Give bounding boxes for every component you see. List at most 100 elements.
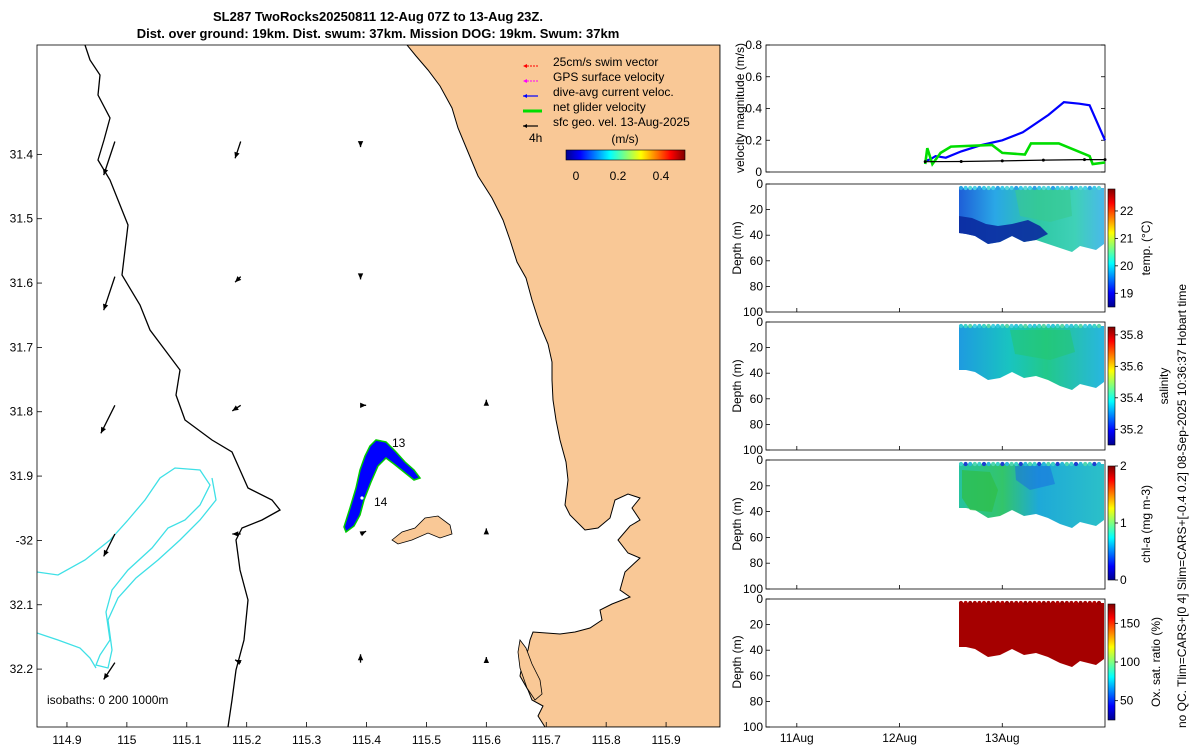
colorbar-tick-label: 35.4 <box>1120 391 1144 405</box>
temp-ylabel: Depth (m) <box>730 221 744 274</box>
isobath-200m <box>37 467 217 669</box>
depth-tick-label: 60 <box>750 669 764 683</box>
colorbar-tick-label: 100 <box>1120 655 1140 669</box>
surface-dot <box>1064 461 1069 467</box>
legend-item-gps: GPS surface velocity <box>523 70 664 84</box>
colorbar-tick-label: 0 <box>1120 573 1127 587</box>
legend-item-swim: 25cm/s swim vector <box>523 55 658 69</box>
depth-tick-label: 0 <box>756 453 763 467</box>
surface-dot <box>1018 461 1023 467</box>
surface-dot <box>991 461 996 467</box>
surface-dot <box>972 600 977 606</box>
surface-dot <box>1096 461 1102 467</box>
colorbar-tick-label: 50 <box>1120 694 1134 708</box>
surface-dot <box>977 600 982 606</box>
surface-dot <box>1092 600 1097 606</box>
surface-dot <box>1092 185 1097 191</box>
glider-track <box>343 439 422 534</box>
surface-dot <box>1004 600 1010 606</box>
temp-axes: 0 20 40 60 80 100 19 20 21 22 <box>743 177 1134 319</box>
colorbar-tick-label: 2 <box>1120 459 1127 473</box>
surface-dot <box>1041 461 1046 467</box>
surface-dot <box>1041 600 1046 606</box>
colorbar-tick-04: 0.4 <box>653 169 670 183</box>
colorbar-tick-label: 21 <box>1120 231 1134 245</box>
surface-dot <box>1018 185 1023 191</box>
surface-dot <box>1060 461 1065 467</box>
surface-dot <box>1027 461 1033 467</box>
map-y-tick-label: 32.2 <box>10 662 34 676</box>
surface-dot <box>1069 323 1074 329</box>
surface-dot <box>1087 323 1092 329</box>
current-arrow-head <box>103 549 109 557</box>
map-x-tick-label: 115.3 <box>292 733 321 747</box>
surface-dot <box>1000 185 1005 191</box>
surface-dot <box>1060 600 1065 606</box>
depth-tick-label: 40 <box>750 366 764 380</box>
surface-dot <box>1027 600 1033 606</box>
chl-section <box>959 464 1104 528</box>
current-arrow-head <box>103 168 109 176</box>
oxygen-axes: 0 20 40 60 80 100 11Aug 12Aug 13Aug 50 100 150 <box>743 592 1140 745</box>
chl-low-patch <box>1015 466 1055 490</box>
depth-tick-label: 60 <box>750 392 764 406</box>
track-marker <box>360 496 364 500</box>
surface-dot <box>1014 600 1019 606</box>
legend-item-net: net glider velocity <box>523 100 646 114</box>
figure-title-line2: Dist. over ground: 19km. Dist. swum: 37k… <box>137 26 620 41</box>
surface-dot <box>1069 185 1074 191</box>
salinity-axes: 0 20 40 60 80 100 35.2 35.4 35.6 35.8 <box>743 315 1144 457</box>
surface-dot <box>995 323 1000 329</box>
surface-dot <box>981 323 987 329</box>
surface-dot <box>1046 461 1051 467</box>
current-arrow-head <box>235 659 242 665</box>
map-x-tick-label: 115.7 <box>532 733 561 747</box>
legend-label-sfc: sfc geo. vel. 13-Aug-2025 <box>553 115 690 129</box>
chl-clabel: chl-a (mg m-3) <box>1139 485 1153 563</box>
side-note: no QC. Tlim=CARS+[0 4] Slim=CARS+[-0.4 0… <box>1175 284 1189 728</box>
surface-dot <box>981 185 987 191</box>
velocity-point <box>1000 159 1004 163</box>
depth-tick-label: 60 <box>750 254 764 268</box>
surface-dot <box>1027 323 1033 329</box>
current-arrow-head <box>360 402 367 409</box>
surface-dot <box>1037 323 1042 329</box>
legend-label-gps: GPS surface velocity <box>553 70 664 84</box>
map-x-tick-label: 115.2 <box>232 733 261 747</box>
map-colorbar <box>565 149 686 161</box>
time-tick-label: 11Aug <box>780 731 814 745</box>
surface-dot <box>1004 323 1010 329</box>
surface-dot <box>981 600 987 606</box>
current-arrow-head <box>235 276 242 283</box>
surface-dot <box>1096 600 1102 606</box>
surface-dot <box>977 461 982 467</box>
surface-dot <box>968 600 973 606</box>
surface-dot <box>1092 323 1097 329</box>
surface-dot <box>1046 600 1051 606</box>
isobath-200m-south <box>37 632 97 669</box>
depth-tick-label: 0 <box>756 315 763 329</box>
surface-dot <box>1083 185 1088 191</box>
velocity-point <box>1082 158 1086 162</box>
temp-colorbar <box>1107 188 1116 308</box>
chl-colorbar <box>1107 465 1116 581</box>
surface-dot <box>1032 461 1037 467</box>
surface-dot <box>986 600 991 606</box>
map-x-axis: 114.9 115 115.1 115.2 115.3 115.4 115.5 115.6 11… <box>52 722 681 747</box>
surface-dot <box>1050 185 1056 191</box>
depth-tick-label: 80 <box>750 417 764 431</box>
map-x-tick-label: 115.4 <box>352 733 381 747</box>
surface-dot <box>968 323 973 329</box>
surface-dot <box>1009 323 1014 329</box>
surface-dot <box>1046 185 1051 191</box>
surface-dot <box>1004 185 1010 191</box>
temp-clabel: temp. (°C) <box>1139 221 1153 276</box>
colorbar-tick-label: 22 <box>1120 204 1134 218</box>
colorbar-tick-label: 20 <box>1120 259 1134 273</box>
map-x-tick-label: 115.1 <box>172 733 201 747</box>
surface-dot <box>1069 461 1074 467</box>
depth-tick-label: 100 <box>743 720 763 734</box>
surface-dot <box>1087 600 1092 606</box>
surface-dot <box>1000 461 1005 467</box>
surface-dot <box>1073 185 1079 191</box>
